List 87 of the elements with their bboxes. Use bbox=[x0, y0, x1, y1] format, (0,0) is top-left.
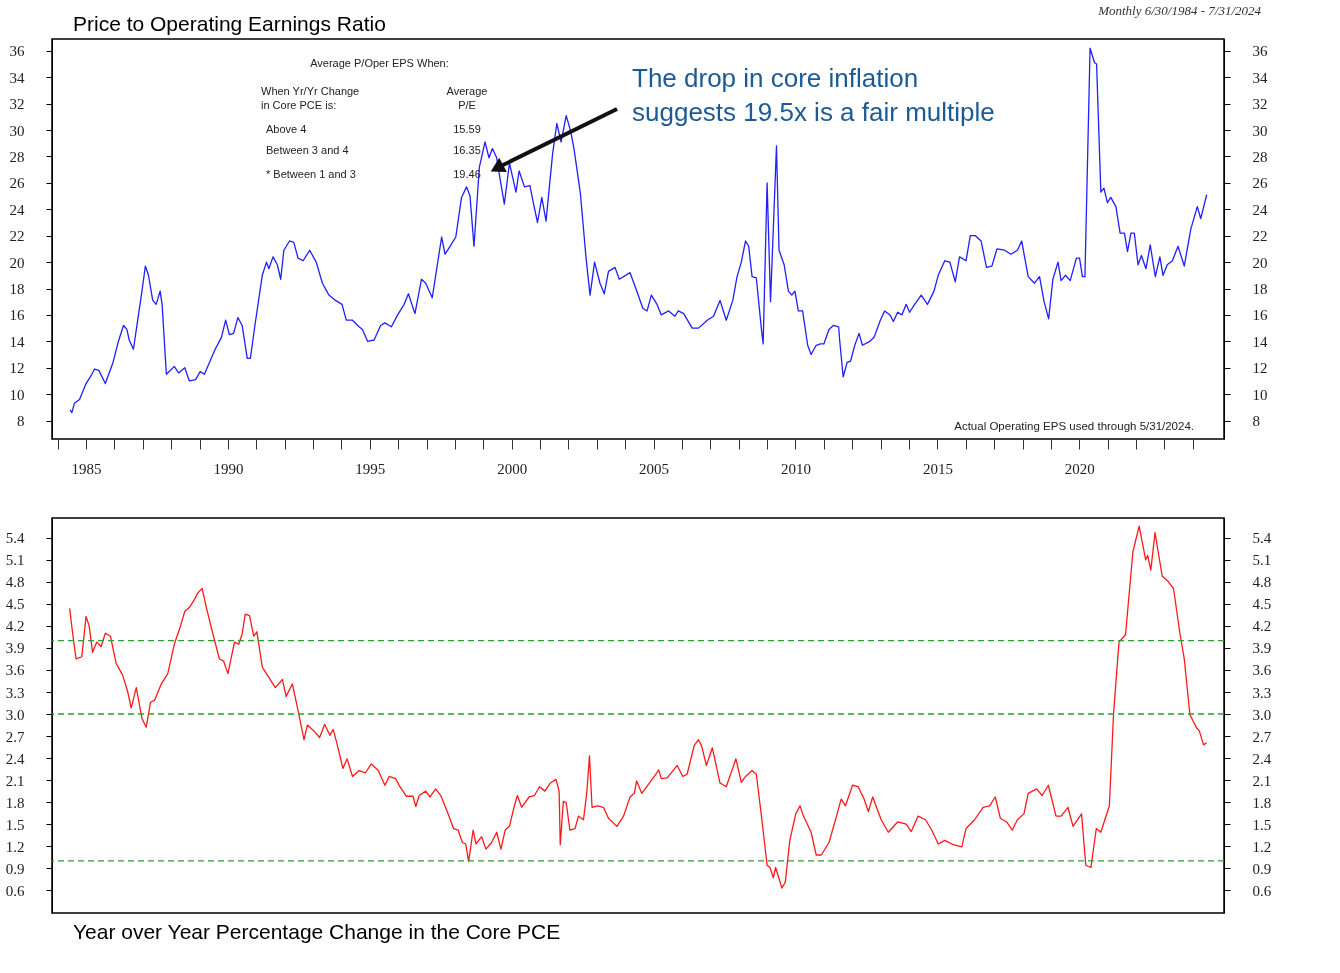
y2-tick-label: 2.1 bbox=[1252, 772, 1272, 789]
y-tick-label: 24 bbox=[9, 201, 25, 218]
y2-tick-label: 3.3 bbox=[1252, 684, 1272, 701]
y2-tick-label: 4.5 bbox=[1252, 596, 1272, 613]
y2-tick-label: 3.6 bbox=[1252, 662, 1272, 679]
annotation: When Yr/Yr Change in Core PCE is: bbox=[261, 85, 360, 111]
annotation: 16.35 bbox=[453, 144, 481, 156]
y2-tick-label: 28 bbox=[1252, 148, 1268, 165]
y2-tick-label: 1.2 bbox=[1252, 838, 1272, 855]
y2-tick-label: 26 bbox=[1252, 175, 1268, 192]
y-tick-label: 1.8 bbox=[5, 794, 25, 811]
y-tick-label: 2.1 bbox=[5, 772, 25, 789]
y-tick-label: 4.5 bbox=[5, 596, 25, 613]
y-tick-label: 8 bbox=[17, 413, 25, 430]
annotation: Average P/E bbox=[446, 85, 488, 111]
y2-tick-label: 12 bbox=[1252, 360, 1268, 377]
y-tick-label: 1.5 bbox=[5, 816, 25, 833]
y-tick-label: 20 bbox=[9, 254, 25, 271]
y2-tick-label: 0.9 bbox=[1252, 860, 1272, 877]
x-tick-label: 1990 bbox=[213, 460, 244, 477]
y2-tick-label: 32 bbox=[1252, 96, 1268, 113]
y2-tick-label: 24 bbox=[1252, 201, 1268, 218]
annotation: The drop in core inflation suggests 19.5x is a fair multiple bbox=[632, 63, 995, 127]
y-tick-label: 18 bbox=[9, 281, 25, 297]
y-tick-label: 0.6 bbox=[5, 882, 25, 899]
x-tick-label: 2000 bbox=[497, 460, 528, 477]
y2-tick-label: 22 bbox=[1252, 228, 1268, 245]
y2-tick-label: 0.6 bbox=[1252, 882, 1272, 899]
y2-tick-label: 2.7 bbox=[1252, 728, 1272, 745]
y-tick-label: 26 bbox=[9, 175, 25, 192]
line-series bbox=[68, 525, 1208, 889]
x-tick-label: 2010 bbox=[781, 460, 811, 477]
x-tick-label: 1995 bbox=[355, 460, 386, 477]
y2-tick-label: 1.5 bbox=[1252, 816, 1272, 833]
y2-tick-label: 8 bbox=[1252, 413, 1260, 430]
y2-tick-label: 4.2 bbox=[1252, 618, 1272, 635]
y-tick-label: 32 bbox=[9, 96, 25, 113]
line-series bbox=[69, 47, 1208, 414]
annotation: Average P/Oper EPS When: bbox=[310, 57, 449, 69]
chart-title: Price to Operating Earnings Ratio bbox=[73, 12, 386, 35]
y2-tick-label: 10 bbox=[1252, 386, 1268, 403]
y-tick-label: 30 bbox=[9, 122, 25, 139]
y-tick-label: 1.2 bbox=[5, 838, 25, 855]
y2-tick-label: 14 bbox=[1252, 333, 1268, 350]
y-tick-label: 36 bbox=[9, 43, 25, 60]
y2-tick-label: 36 bbox=[1252, 43, 1268, 60]
chart-subtitle: Monthly 6/30/1984 - 7/31/2024 bbox=[1097, 3, 1262, 18]
x-tick-label: 2020 bbox=[1064, 460, 1095, 477]
y2-tick-label: 5.4 bbox=[1252, 530, 1272, 547]
y2-tick-label: 16 bbox=[1252, 307, 1268, 324]
y2-tick-label: 20 bbox=[1252, 254, 1268, 271]
x-tick-label: 2005 bbox=[639, 460, 670, 477]
y-tick-label: 3.3 bbox=[5, 684, 25, 701]
y-tick-label: 2.4 bbox=[5, 750, 25, 767]
annotation: 15.59 bbox=[453, 122, 481, 135]
annotation: * Between 1 and 3 bbox=[266, 168, 356, 180]
y-tick-label: 3.0 bbox=[5, 706, 25, 723]
y-tick-label: 34 bbox=[9, 69, 25, 86]
y-tick-label: 0.9 bbox=[5, 860, 25, 877]
y-tick-label: 5.4 bbox=[5, 530, 25, 547]
y-tick-label: 2.7 bbox=[5, 728, 25, 745]
y-tick-label: 10 bbox=[9, 386, 25, 403]
annotation: Above 4 bbox=[266, 122, 307, 135]
y2-tick-label: 3.9 bbox=[1252, 640, 1272, 657]
y-tick-label: 4.8 bbox=[5, 574, 25, 591]
y-tick-label: 5.1 bbox=[5, 552, 25, 569]
y-tick-label: 3.9 bbox=[5, 640, 25, 657]
annotation: Between 3 and 4 bbox=[266, 144, 349, 156]
y2-tick-label: 30 bbox=[1252, 122, 1268, 139]
x-tick-label: 1985 bbox=[71, 460, 102, 477]
y2-tick-label: 5.1 bbox=[1252, 552, 1272, 569]
y-tick-label: 4.2 bbox=[5, 618, 25, 635]
y-tick-label: 28 bbox=[9, 148, 25, 165]
y2-tick-label: 1.8 bbox=[1252, 794, 1272, 811]
y-tick-label: 12 bbox=[9, 360, 25, 377]
annotation: Actual Operating EPS used through 5/31/2024. bbox=[954, 420, 1194, 432]
y2-tick-label: 4.8 bbox=[1252, 574, 1272, 591]
y-tick-label: 16 bbox=[9, 307, 25, 324]
y2-tick-label: 2.4 bbox=[1252, 750, 1272, 767]
y2-tick-label: 18 bbox=[1252, 281, 1268, 297]
x-tick-label: 2015 bbox=[922, 460, 953, 477]
y-tick-label: 3.6 bbox=[5, 662, 25, 679]
text: Year over Year Percentage Change in the Core PCE bbox=[73, 920, 561, 943]
y-tick-label: 22 bbox=[9, 228, 25, 245]
y2-tick-label: 3.0 bbox=[1252, 706, 1272, 723]
y-tick-label: 14 bbox=[9, 333, 25, 350]
y2-tick-label: 34 bbox=[1252, 69, 1268, 86]
